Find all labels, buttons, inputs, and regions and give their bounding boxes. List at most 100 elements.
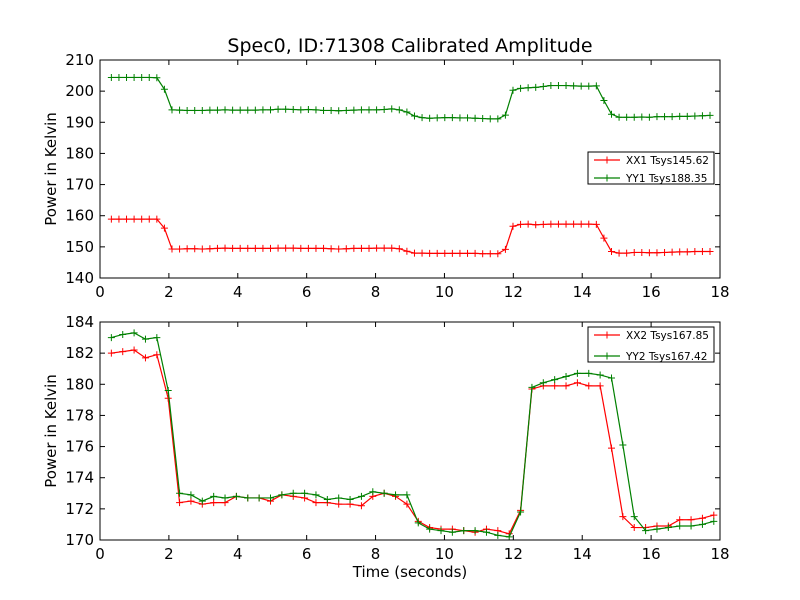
data-point	[623, 113, 631, 121]
data-point	[596, 371, 604, 379]
data-point	[448, 249, 456, 257]
legend-label: YY2 Tsys167.42	[625, 351, 707, 363]
data-point	[176, 499, 184, 507]
data-point	[573, 369, 581, 377]
data-point	[244, 106, 252, 114]
data-point	[638, 248, 646, 256]
data-point	[494, 531, 502, 539]
data-point	[312, 491, 320, 499]
data-point	[706, 248, 714, 256]
data-point	[661, 248, 669, 256]
data-point	[357, 106, 365, 114]
data-point	[441, 114, 449, 122]
data-point	[187, 491, 195, 499]
data-point	[119, 348, 127, 356]
data-point	[524, 84, 532, 92]
data-point	[554, 82, 562, 90]
data-point	[183, 245, 191, 253]
data-point	[346, 496, 354, 504]
data-point	[653, 249, 661, 257]
x-tick-label: 8	[371, 283, 381, 301]
data-point	[668, 248, 676, 256]
legend-marker	[603, 156, 611, 164]
data-point	[274, 244, 282, 252]
chart-title: Spec0, ID:71308 Calibrated Amplitude	[227, 35, 592, 57]
data-point	[410, 249, 418, 257]
legend-label: XX2 Tsys167.85	[626, 330, 709, 342]
data-point	[494, 115, 502, 123]
data-point	[289, 244, 297, 252]
legend-marker	[603, 352, 611, 360]
x-tick-label: 12	[504, 545, 523, 563]
data-point	[107, 334, 115, 342]
data-point	[676, 522, 684, 530]
y-tick-label: 172	[65, 500, 94, 518]
x-axis-label: Time (seconds)	[352, 563, 468, 581]
data-point	[668, 113, 676, 121]
data-point	[592, 220, 600, 228]
series-line	[111, 332, 714, 538]
series-0-0	[107, 215, 714, 258]
data-point	[198, 106, 206, 114]
data-point	[373, 106, 381, 114]
data-point	[539, 379, 547, 387]
y-axis-label: Power in Kelvin	[42, 374, 60, 488]
y-tick-label: 178	[65, 406, 94, 424]
data-point	[509, 86, 517, 94]
data-point	[274, 105, 282, 113]
data-point	[138, 73, 146, 81]
x-tick-label: 8	[371, 545, 381, 563]
data-point	[471, 249, 479, 257]
data-point	[320, 106, 328, 114]
data-point	[573, 379, 581, 387]
data-point	[335, 245, 343, 253]
data-point	[615, 113, 623, 121]
data-point	[176, 489, 184, 497]
data-point	[479, 250, 487, 258]
data-point	[570, 220, 578, 228]
x-tick-label: 4	[233, 545, 243, 563]
data-point	[710, 517, 718, 525]
data-point	[357, 502, 365, 510]
data-point	[619, 513, 627, 521]
y-tick-label: 170	[65, 531, 94, 549]
data-point	[395, 106, 403, 114]
data-point	[312, 499, 320, 507]
data-point	[168, 245, 176, 253]
data-point	[176, 106, 184, 114]
data-point	[585, 382, 593, 390]
data-point	[395, 245, 403, 253]
data-point	[373, 244, 381, 252]
data-point	[706, 111, 714, 119]
data-point	[562, 373, 570, 380]
x-tick-label: 6	[302, 545, 312, 563]
data-point	[683, 248, 691, 256]
y-tick-label: 182	[65, 344, 94, 362]
data-point	[282, 105, 290, 113]
legend-marker	[603, 331, 611, 339]
data-point	[433, 114, 441, 122]
data-point	[494, 250, 502, 258]
data-point	[596, 382, 604, 390]
series-1-1	[107, 329, 718, 541]
data-point	[698, 112, 706, 120]
data-point	[335, 107, 343, 115]
data-point	[342, 245, 350, 253]
axes-frame	[99, 59, 721, 279]
data-point	[608, 374, 615, 382]
data-point	[577, 82, 585, 90]
data-point	[577, 220, 585, 228]
data-point	[517, 508, 525, 516]
data-point	[585, 220, 593, 228]
data-point	[176, 245, 184, 253]
series-line	[111, 349, 714, 535]
data-point	[683, 112, 691, 120]
data-point	[229, 106, 237, 114]
y-tick-label: 176	[65, 438, 94, 456]
data-point	[236, 244, 244, 252]
y-tick-label: 210	[65, 51, 94, 69]
data-point	[335, 500, 343, 508]
data-point	[698, 514, 706, 522]
data-point	[479, 115, 487, 123]
y-tick-label: 200	[65, 82, 94, 100]
